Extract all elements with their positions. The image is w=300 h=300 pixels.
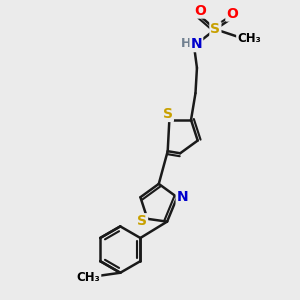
Text: N: N xyxy=(190,37,202,51)
Text: S: S xyxy=(163,107,173,121)
Text: S: S xyxy=(210,22,220,36)
Text: H: H xyxy=(181,37,191,50)
Text: N: N xyxy=(177,190,188,204)
Text: O: O xyxy=(226,7,238,20)
Text: O: O xyxy=(194,4,206,18)
Text: S: S xyxy=(137,214,147,228)
Text: CH₃: CH₃ xyxy=(76,271,100,284)
Text: CH₃: CH₃ xyxy=(237,32,261,45)
